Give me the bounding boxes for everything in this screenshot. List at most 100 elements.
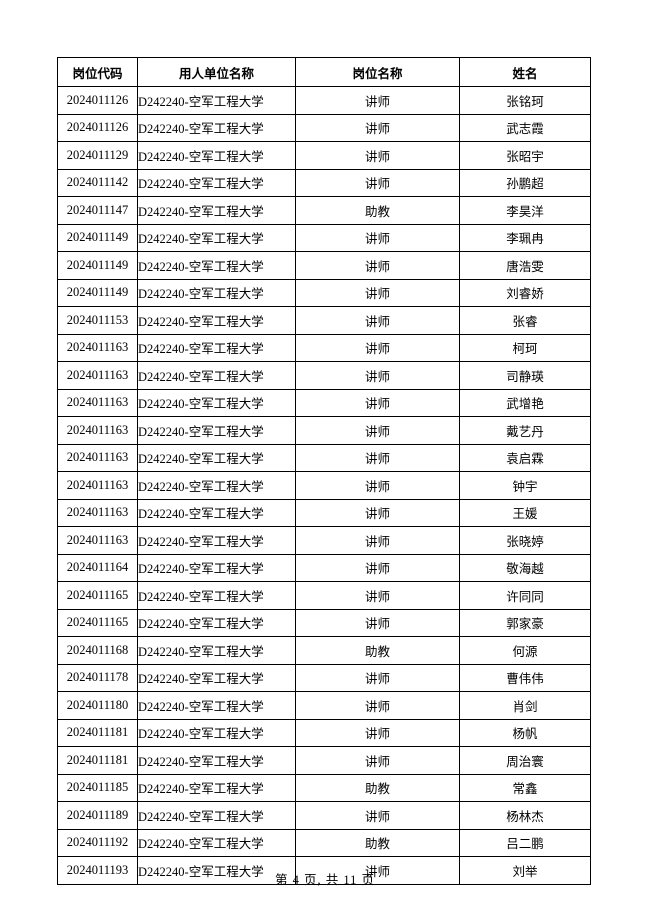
cell-person-name: 郭家豪 (459, 608, 591, 637)
table-row: 2024011163 D242240-空军工程大学 讲师 张晓婷 (57, 526, 591, 555)
table-row: 2024011192 D242240-空军工程大学 助教 吕二鹏 (57, 828, 591, 857)
table-row: 2024011181 D242240-空军工程大学 讲师 杨帆 (57, 718, 591, 747)
cell-person-name: 钟宇 (459, 471, 591, 500)
table-row: 2024011165 D242240-空军工程大学 讲师 郭家豪 (57, 608, 591, 637)
cell-person-name: 杨帆 (459, 718, 591, 747)
cell-position-name: 讲师 (295, 498, 460, 527)
cell-employer-name: D242240-空军工程大学 (137, 553, 296, 582)
cell-employer-name: D242240-空军工程大学 (137, 388, 296, 417)
cell-person-name: 曹伟伟 (459, 663, 591, 692)
cell-position-name: 讲师 (295, 86, 460, 115)
cell-position-code: 2024011147 (57, 196, 138, 225)
cell-person-name: 张昭宇 (459, 141, 591, 170)
cell-person-name: 周治寰 (459, 746, 591, 775)
cell-person-name: 李昊洋 (459, 196, 591, 225)
cell-person-name: 李珮冉 (459, 223, 591, 252)
position-roster-table: 岗位代码 用人单位名称 岗位名称 姓名 2024011126 D242240-空军… (57, 57, 591, 885)
cell-person-name: 敬海越 (459, 553, 591, 582)
cell-position-name: 讲师 (295, 553, 460, 582)
cell-employer-name: D242240-空军工程大学 (137, 113, 296, 142)
table-row: 2024011163 D242240-空军工程大学 讲师 司静瑛 (57, 361, 591, 390)
table-row: 2024011180 D242240-空军工程大学 讲师 肖剑 (57, 691, 591, 720)
cell-employer-name: D242240-空军工程大学 (137, 333, 296, 362)
cell-employer-name: D242240-空军工程大学 (137, 278, 296, 307)
cell-position-code: 2024011163 (57, 498, 138, 527)
cell-position-code: 2024011192 (57, 828, 138, 857)
table-row: 2024011163 D242240-空军工程大学 讲师 钟宇 (57, 471, 591, 500)
cell-position-name: 讲师 (295, 388, 460, 417)
cell-person-name: 张晓婷 (459, 526, 591, 555)
cell-person-name: 常鑫 (459, 773, 591, 802)
table-row: 2024011163 D242240-空军工程大学 讲师 戴艺丹 (57, 416, 591, 445)
table-body: 2024011126 D242240-空军工程大学 讲师 张铭珂 2024011126 D… (57, 86, 591, 885)
table-header: 岗位代码 用人单位名称 岗位名称 姓名 (57, 57, 591, 87)
cell-person-name: 武志霞 (459, 113, 591, 142)
cell-position-name: 讲师 (295, 333, 460, 362)
cell-employer-name: D242240-空军工程大学 (137, 498, 296, 527)
cell-position-code: 2024011193 (57, 856, 138, 885)
cell-position-code: 2024011142 (57, 168, 138, 197)
cell-position-code: 2024011181 (57, 718, 138, 747)
table-row: 2024011163 D242240-空军工程大学 讲师 袁启霖 (57, 443, 591, 472)
document-page: 岗位代码 用人单位名称 岗位名称 姓名 2024011126 D242240-空军… (57, 57, 591, 885)
cell-employer-name: D242240-空军工程大学 (137, 828, 296, 857)
table-row: 2024011168 D242240-空军工程大学 助教 何源 (57, 636, 591, 665)
cell-position-code: 2024011153 (57, 306, 138, 335)
cell-person-name: 肖剑 (459, 691, 591, 720)
cell-employer-name: D242240-空军工程大学 (137, 471, 296, 500)
table-row: 2024011126 D242240-空军工程大学 讲师 武志霞 (57, 113, 591, 142)
cell-position-code: 2024011178 (57, 663, 138, 692)
cell-employer-name: D242240-空军工程大学 (137, 251, 296, 280)
cell-position-code: 2024011149 (57, 278, 138, 307)
cell-person-name: 张睿 (459, 306, 591, 335)
table-row: 2024011189 D242240-空军工程大学 讲师 杨林杰 (57, 801, 591, 830)
cell-position-code: 2024011163 (57, 333, 138, 362)
table-row: 2024011165 D242240-空军工程大学 讲师 许同同 (57, 581, 591, 610)
cell-position-name: 助教 (295, 828, 460, 857)
table-row: 2024011142 D242240-空军工程大学 讲师 孙鹏超 (57, 168, 591, 197)
cell-position-code: 2024011181 (57, 746, 138, 775)
table-row: 2024011129 D242240-空军工程大学 讲师 张昭宇 (57, 141, 591, 170)
header-position-name: 岗位名称 (295, 57, 460, 87)
cell-employer-name: D242240-空军工程大学 (137, 636, 296, 665)
cell-position-code: 2024011163 (57, 471, 138, 500)
cell-person-name: 吕二鹏 (459, 828, 591, 857)
cell-position-code: 2024011163 (57, 526, 138, 555)
cell-employer-name: D242240-空军工程大学 (137, 663, 296, 692)
cell-employer-name: D242240-空军工程大学 (137, 718, 296, 747)
cell-person-name: 王媛 (459, 498, 591, 527)
cell-position-code: 2024011165 (57, 581, 138, 610)
cell-person-name: 司静瑛 (459, 361, 591, 390)
table-row: 2024011163 D242240-空军工程大学 讲师 王媛 (57, 498, 591, 527)
header-person-name: 姓名 (459, 57, 591, 87)
cell-employer-name: D242240-空军工程大学 (137, 856, 296, 885)
cell-person-name: 张铭珂 (459, 86, 591, 115)
table-row: 2024011164 D242240-空军工程大学 讲师 敬海越 (57, 553, 591, 582)
table-row: 2024011153 D242240-空军工程大学 讲师 张睿 (57, 306, 591, 335)
table-row: 2024011178 D242240-空军工程大学 讲师 曹伟伟 (57, 663, 591, 692)
cell-position-name: 讲师 (295, 141, 460, 170)
cell-position-name: 讲师 (295, 251, 460, 280)
cell-person-name: 唐浩雯 (459, 251, 591, 280)
cell-position-code: 2024011163 (57, 416, 138, 445)
cell-position-code: 2024011165 (57, 608, 138, 637)
cell-position-code: 2024011163 (57, 388, 138, 417)
table-row: 2024011181 D242240-空军工程大学 讲师 周治寰 (57, 746, 591, 775)
cell-position-name: 讲师 (295, 663, 460, 692)
header-row: 岗位代码 用人单位名称 岗位名称 姓名 (57, 57, 591, 87)
cell-position-code: 2024011149 (57, 223, 138, 252)
cell-employer-name: D242240-空军工程大学 (137, 86, 296, 115)
table-row: 2024011163 D242240-空军工程大学 讲师 武增艳 (57, 388, 591, 417)
header-employer-name: 用人单位名称 (137, 57, 296, 87)
cell-employer-name: D242240-空军工程大学 (137, 361, 296, 390)
cell-position-name: 讲师 (295, 416, 460, 445)
page-number-footer: 第 4 页, 共 11 页 (274, 873, 376, 887)
cell-employer-name: D242240-空军工程大学 (137, 773, 296, 802)
cell-person-name: 刘睿娇 (459, 278, 591, 307)
cell-position-code: 2024011149 (57, 251, 138, 280)
cell-position-name: 讲师 (295, 691, 460, 720)
table-row: 2024011126 D242240-空军工程大学 讲师 张铭珂 (57, 86, 591, 115)
table-row: 2024011149 D242240-空军工程大学 讲师 李珮冉 (57, 223, 591, 252)
cell-position-name: 讲师 (295, 443, 460, 472)
cell-position-name: 讲师 (295, 801, 460, 830)
